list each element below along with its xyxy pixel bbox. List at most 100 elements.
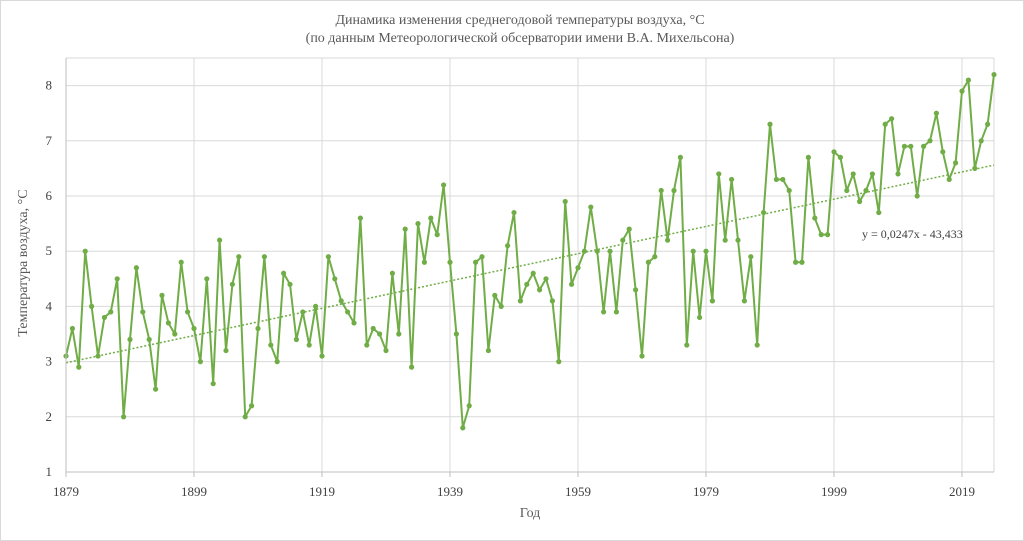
- data-point: [972, 165, 978, 171]
- data-point: [562, 198, 568, 205]
- data-point: [434, 232, 440, 238]
- x-axis-label: Год: [520, 506, 541, 521]
- data-point: [767, 121, 773, 127]
- y-tick-labels: 1 2 3 4 5 6 7 8: [46, 78, 53, 479]
- data-point: [799, 259, 805, 265]
- data-point: [517, 298, 524, 304]
- data-point: [389, 270, 395, 276]
- data-point: [933, 110, 940, 116]
- data-point: [165, 320, 171, 326]
- data-point: [844, 187, 850, 194]
- data-point: [140, 309, 146, 315]
- data-point: [101, 314, 107, 321]
- data-point: [121, 414, 127, 420]
- gridlines: [65, 57, 995, 472]
- data-point: [133, 265, 139, 271]
- data-point: [383, 347, 389, 354]
- data-point: [889, 116, 895, 122]
- data-point: [748, 254, 754, 260]
- data-point: [908, 143, 914, 149]
- data-point: [447, 259, 453, 265]
- data-point: [76, 364, 82, 370]
- data-point: [421, 259, 427, 265]
- y-axis-label: Температура воздуха, °С: [16, 189, 31, 336]
- chart-title: Динамика изменения среднегодовой темпера…: [335, 13, 704, 28]
- x-tick-label: 1939: [437, 484, 463, 499]
- y-tick-label: 1: [46, 464, 53, 479]
- data-point: [850, 171, 856, 177]
- data-point: [89, 303, 95, 309]
- data-point: [639, 353, 645, 359]
- data-point: [242, 414, 248, 420]
- data-point: [441, 182, 447, 188]
- data-point: [223, 347, 229, 354]
- data-point: [921, 143, 927, 149]
- y-tick-label: 5: [46, 243, 53, 258]
- data-point: [709, 298, 716, 304]
- data-point: [82, 248, 88, 254]
- data-point: [153, 386, 159, 392]
- data-point: [543, 276, 549, 282]
- data-point: [191, 325, 197, 332]
- y-tick-label: 8: [46, 78, 53, 93]
- series-group: [63, 71, 997, 431]
- data-point: [185, 309, 191, 315]
- data-point: [575, 265, 581, 271]
- data-point: [991, 71, 997, 78]
- data-point: [114, 276, 120, 282]
- data-point: [281, 270, 287, 276]
- data-point: [479, 254, 485, 260]
- data-point: [319, 353, 325, 359]
- data-point: [453, 331, 459, 337]
- data-point: [735, 237, 741, 243]
- data-point: [677, 154, 684, 160]
- data-point: [229, 281, 235, 287]
- data-point: [786, 187, 792, 194]
- data-point: [236, 254, 242, 260]
- x-tick-label: 1999: [821, 484, 847, 499]
- data-point: [338, 298, 344, 304]
- data-point: [953, 160, 959, 166]
- data-point: [210, 381, 216, 387]
- data-point: [940, 149, 946, 155]
- data-point: [773, 176, 780, 183]
- data-point: [274, 359, 280, 365]
- data-point: [812, 215, 818, 221]
- data-point: [325, 254, 331, 260]
- y-tick-label: 4: [46, 298, 53, 313]
- data-point: [959, 88, 965, 94]
- data-point: [671, 187, 677, 194]
- data-point: [882, 121, 888, 127]
- trendline-equation: y = 0,0247x - 43,433: [862, 227, 963, 241]
- data-point: [197, 359, 203, 365]
- data-point: [652, 254, 658, 260]
- data-point: [287, 281, 293, 287]
- data-point: [690, 248, 696, 254]
- data-point: [95, 353, 101, 359]
- data-point: [633, 287, 639, 293]
- data-point: [178, 259, 184, 265]
- data-point: [172, 331, 178, 337]
- data-point: [492, 292, 498, 298]
- data-point: [498, 303, 504, 309]
- data-point: [754, 342, 760, 348]
- data-point: [716, 171, 722, 177]
- data-point: [261, 254, 267, 260]
- data-point: [978, 138, 984, 144]
- data-point: [863, 187, 869, 194]
- data-point: [818, 232, 824, 238]
- data-point: [370, 325, 376, 332]
- data-point: [428, 215, 434, 221]
- data-point: [581, 248, 588, 254]
- data-point: [293, 336, 299, 343]
- data-point: [306, 342, 312, 348]
- data-point: [537, 287, 543, 293]
- data-point: [127, 336, 133, 343]
- data-point: [268, 342, 274, 348]
- data-point: [901, 143, 908, 149]
- data-point: [703, 248, 709, 254]
- data-point: [217, 237, 223, 243]
- data-point: [601, 309, 607, 315]
- data-point: [946, 176, 952, 183]
- data-point: [985, 121, 991, 127]
